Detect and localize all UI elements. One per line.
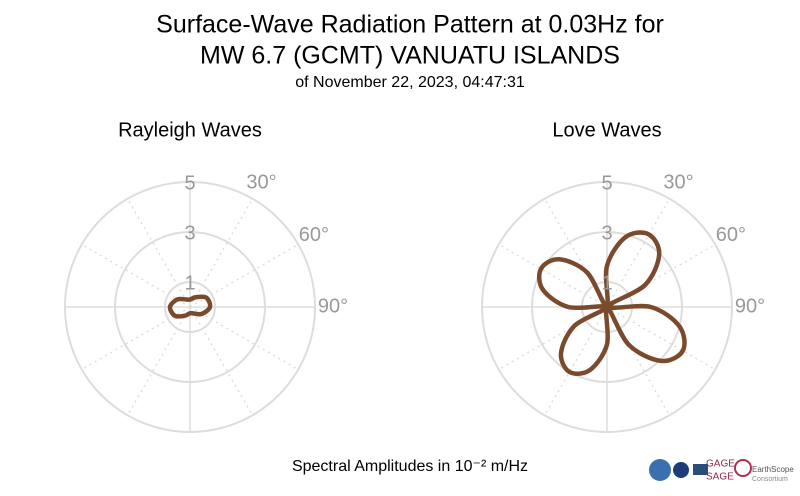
logo-usgs xyxy=(693,464,708,475)
logo-earthscope xyxy=(734,459,752,477)
theta-tick-label: 60° xyxy=(716,224,746,246)
theta-tick-label: 30° xyxy=(246,171,276,193)
r-tick-label: 3 xyxy=(184,222,195,244)
logo-text: EarthScope xyxy=(752,465,794,474)
grid-circle xyxy=(531,231,683,383)
grid-circle xyxy=(114,231,266,383)
theta-tick-label: 90° xyxy=(318,295,348,317)
logo-nsf xyxy=(649,459,671,481)
pattern-line xyxy=(167,294,213,319)
theta-tick-label: 30° xyxy=(663,171,693,193)
footer: Spectral Amplitudes in 10⁻² m/Hz xyxy=(292,458,528,475)
logo-text: SAGE xyxy=(706,472,734,483)
chart-title: Rayleigh Waves xyxy=(118,119,262,141)
logo-nasa xyxy=(673,462,689,478)
grid-circle xyxy=(164,281,216,333)
logos: GAGE SAGE EarthScope Consortium xyxy=(649,459,794,483)
grid-circle xyxy=(64,181,316,433)
theta-tick-label: 60° xyxy=(299,224,329,246)
subtitle: of November 22, 2023, 04:47:31 xyxy=(295,74,525,91)
r-tick-label: 3 xyxy=(601,222,612,244)
grid-circle xyxy=(481,181,733,433)
r-tick-label: 1 xyxy=(601,272,612,294)
r-tick-label: 5 xyxy=(184,172,195,194)
theta-tick-label: 90° xyxy=(735,295,765,317)
pattern-line xyxy=(536,230,687,376)
title-line: Surface-Wave Radiation Pattern at 0.03Hz… xyxy=(156,11,664,39)
chart-title: Love Waves xyxy=(552,119,661,141)
logo-text: Consortium xyxy=(752,476,788,483)
logo-text: GAGE xyxy=(706,459,735,470)
r-tick-label: 1 xyxy=(184,272,195,294)
title-line: MW 6.7 (GCMT) VANUATU ISLANDS xyxy=(200,42,620,70)
r-tick-label: 5 xyxy=(601,172,612,194)
